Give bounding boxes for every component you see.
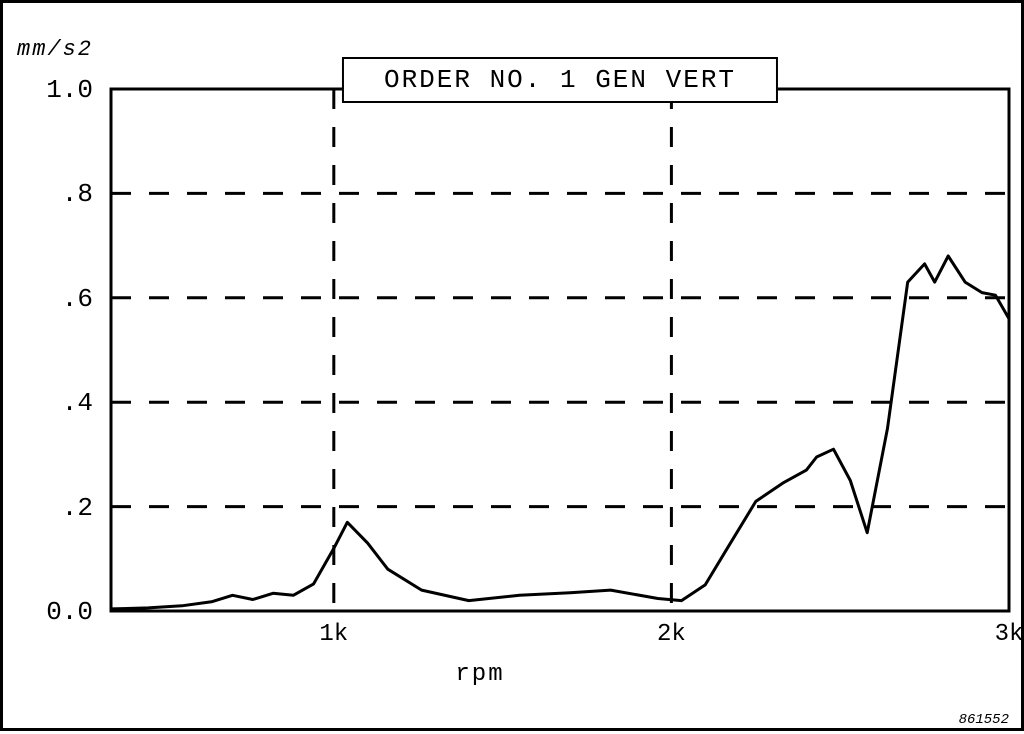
y-tick-label: .2 xyxy=(3,493,93,523)
chart-title: ORDER NO. 1 GEN VERT xyxy=(342,57,778,103)
y-tick-label: .6 xyxy=(3,284,93,314)
y-tick-label: 0.0 xyxy=(3,597,93,627)
x-tick-label: 1k xyxy=(319,621,348,648)
chart-frame: mm/s2 0.0 .2 .4 .6 .8 1.0 1k 2k 3k rpm ORDER NO… xyxy=(0,0,1024,731)
plot-area: mm/s2 0.0 .2 .4 .6 .8 1.0 1k 2k 3k rpm ORDER NO… xyxy=(3,3,1024,734)
x-tick-label: 2k xyxy=(657,621,686,648)
y-axis-unit: mm/s2 xyxy=(17,37,93,62)
x-axis-label: rpm xyxy=(455,661,504,688)
x-tick-label: 3k xyxy=(995,621,1024,648)
plot-svg xyxy=(3,3,1024,734)
y-tick-label: .4 xyxy=(3,388,93,418)
signature-text: 861552 xyxy=(959,712,1009,728)
y-tick-label: .8 xyxy=(3,179,93,209)
y-tick-label: 1.0 xyxy=(3,75,93,105)
